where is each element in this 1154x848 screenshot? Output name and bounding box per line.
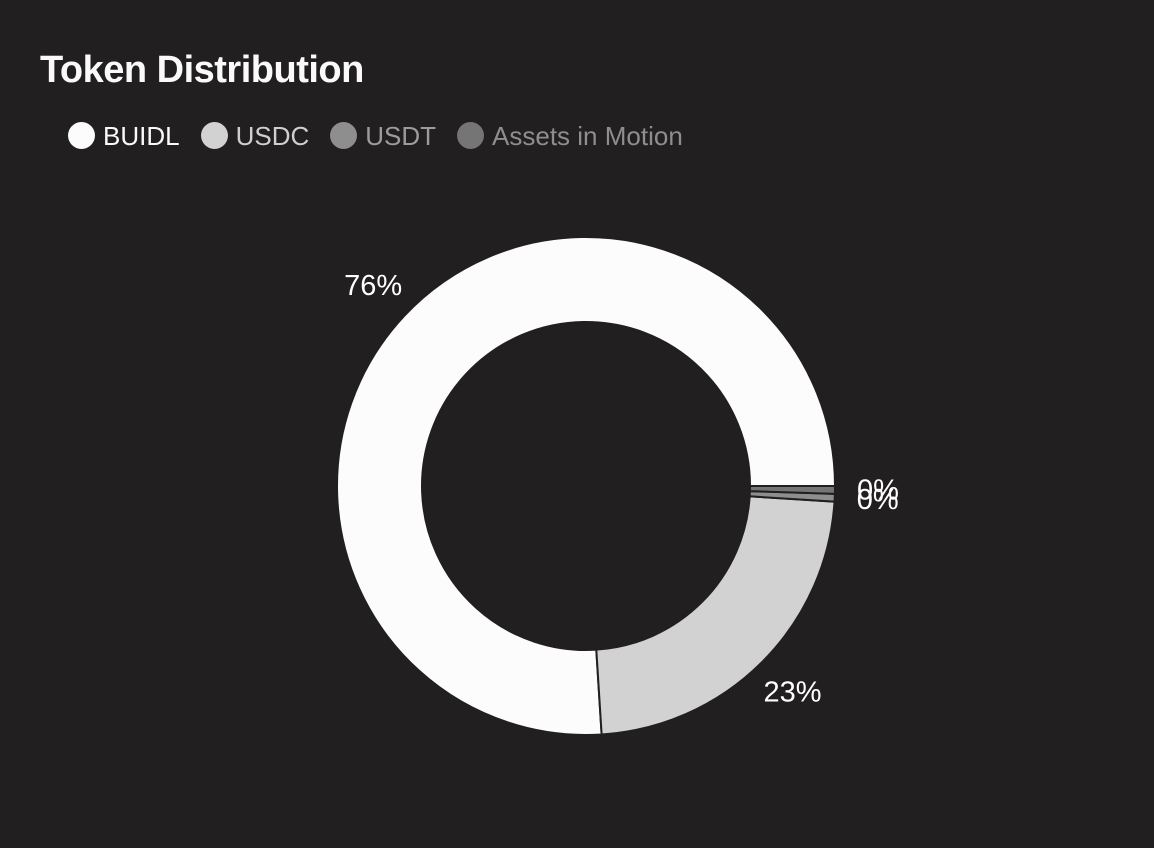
slice-label-usdc: 23% — [763, 676, 821, 708]
legend-label-usdc: USDC — [235, 120, 310, 151]
donut-slice-usdc[interactable] — [595, 495, 836, 736]
legend-dot-usdt-icon — [330, 122, 358, 149]
donut-slice-assets-in-motion[interactable] — [748, 485, 837, 495]
donut-slice-buidl[interactable] — [336, 236, 837, 736]
slice-label-assets-in-motion: 0% — [857, 475, 899, 507]
legend-label-usdt: USDT — [365, 120, 437, 151]
legend-item-assets-in-motion[interactable]: Assets in Motion — [457, 122, 683, 149]
legend-dot-buidl-icon — [68, 122, 95, 149]
page-title: Token Distribution — [40, 49, 364, 91]
legend-label-buidl: BUIDL — [103, 120, 180, 151]
legend-label-assets-in-motion: Assets in Motion — [492, 120, 683, 151]
legend-item-buidl[interactable]: BUIDL — [68, 122, 180, 149]
slice-label-buidl: 76% — [344, 270, 402, 302]
legend-dot-usdc-icon — [200, 122, 228, 149]
legend-item-usdt[interactable]: USDT — [330, 122, 436, 149]
slice-label-usdt: 0% — [857, 484, 899, 516]
chart-legend: BUIDL USDC USDT Assets in Motion — [68, 122, 683, 149]
legend-dot-assets-in-motion-icon — [457, 122, 485, 149]
legend-item-usdc[interactable]: USDC — [200, 120, 310, 151]
